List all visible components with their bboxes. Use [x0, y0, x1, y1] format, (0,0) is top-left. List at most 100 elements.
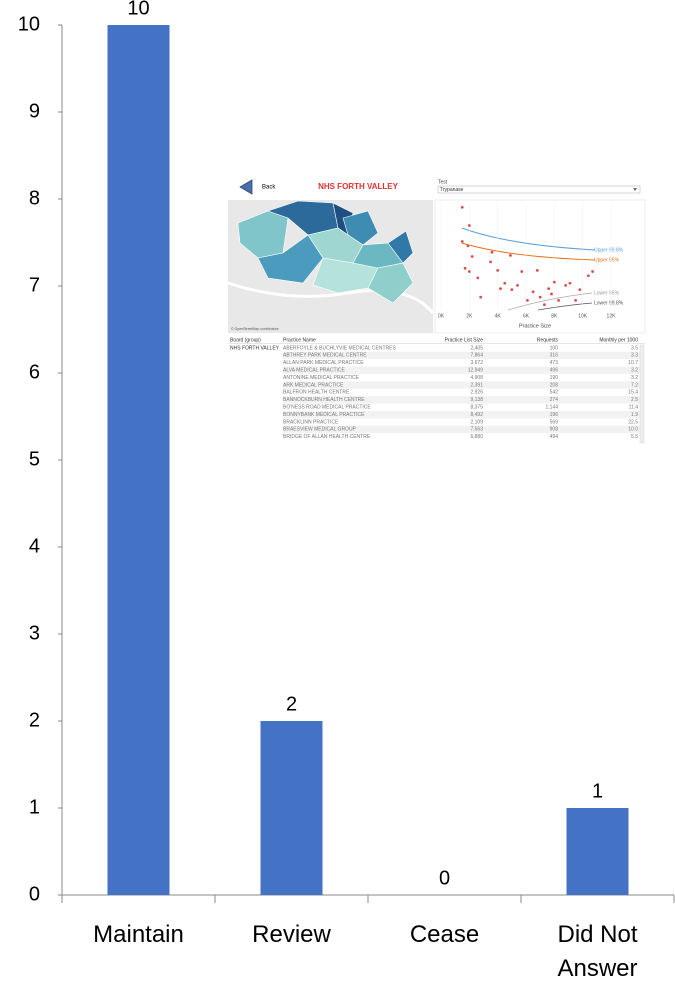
scatter-point	[557, 299, 560, 302]
scatter-point	[503, 282, 506, 285]
value-label: 2	[286, 693, 297, 715]
x-tick-label: Review	[222, 918, 362, 952]
table-cell: 7,864	[470, 353, 483, 359]
table-cell: BANNOCKBURN HEALTH CENTRE	[283, 397, 365, 403]
table-cell: ALLAN PARK MEDICAL PRACTICE	[283, 360, 364, 366]
table-cell: 473	[550, 360, 559, 366]
table-cell: 12,949	[468, 368, 484, 374]
scatter-point	[467, 244, 470, 247]
table-cell: 908	[550, 427, 559, 433]
table-cell: ALVA MEDICAL PRACTICE	[283, 368, 346, 374]
scatter-point	[510, 288, 513, 291]
scatter-point	[461, 206, 464, 209]
table-cell: 494	[550, 434, 559, 440]
y-tick-label: 0	[29, 883, 40, 905]
table-cell: 8,492	[470, 412, 483, 418]
table-cell: 3.2	[631, 368, 638, 374]
bar	[567, 808, 629, 895]
page: 01234567891010201 Back NHS FORTH VALLEY …	[0, 0, 675, 990]
scatter-point	[574, 299, 577, 302]
table-cell: 316	[550, 353, 559, 359]
scatter-point	[550, 293, 553, 296]
y-tick-label: 5	[29, 448, 40, 470]
table-cell: 3.2	[631, 375, 638, 381]
scatter-point	[468, 270, 471, 273]
value-label: 10	[127, 0, 149, 19]
scatter-point	[532, 290, 535, 293]
scatter-point	[499, 287, 502, 290]
band-label: Upper 99.8%	[594, 247, 624, 253]
table-header: Requests	[537, 337, 559, 343]
table-header: Board (group)	[230, 337, 261, 343]
table-cell: 8,375	[470, 405, 483, 411]
table-cell: BO'NESS ROAD MEDICAL PRACTICE	[283, 405, 371, 411]
filter-value[interactable]: Trypanase	[440, 187, 464, 193]
y-tick-label: 3	[29, 622, 40, 644]
table-cell: ABTHREY PARK MEDICAL CENTRE	[283, 353, 367, 359]
y-tick-label: 2	[29, 709, 40, 731]
table-header: Practice List Size	[445, 337, 484, 343]
table-cell: 10.0	[628, 427, 638, 433]
table-cell: 542	[550, 390, 559, 396]
scatter-point	[464, 267, 467, 270]
scatter-x-tick-label: 0K	[438, 313, 445, 319]
scatter-point	[587, 274, 590, 277]
scatter-point	[489, 260, 492, 263]
table-cell: 196	[550, 412, 559, 418]
table-cell: BRACKLINN PRACTICE	[283, 419, 339, 425]
map-credit: © OpenStreetMap contributors	[231, 327, 279, 331]
table-cell: ABERFOYLE & BUCHLYVIE MEDICAL CENTRES	[283, 345, 396, 351]
value-label: 1	[592, 780, 603, 802]
table-cell: 10.7	[628, 360, 638, 366]
scatter-point	[553, 281, 556, 284]
table-cell: 190	[550, 375, 559, 381]
x-tick-label: Cease	[375, 918, 515, 952]
table-cell: 208	[550, 382, 559, 388]
table-cell: ARK MEDICAL PRACTICE	[283, 382, 344, 388]
scatter-point	[496, 269, 499, 272]
scatter-point	[539, 296, 542, 299]
scatter-point	[543, 303, 546, 306]
table-cell: 100	[550, 345, 559, 351]
table-cell: 569	[550, 419, 559, 425]
table-cell: 496	[550, 368, 559, 374]
table-cell: 9,138	[470, 397, 483, 403]
scatter-point	[547, 287, 550, 290]
y-tick-label: 6	[29, 361, 40, 383]
bar	[108, 25, 170, 895]
filter-label: Test	[438, 179, 448, 185]
table-cell: 7.2	[631, 382, 638, 388]
scatter-point	[564, 284, 567, 287]
table-cell: 2,405	[470, 345, 483, 351]
chart: 01234567891010201 Back NHS FORTH VALLEY …	[0, 0, 675, 990]
y-tick-label: 8	[29, 187, 40, 209]
table-cell: 6,880	[470, 434, 483, 440]
scatter-x-tick-label: 2K	[466, 313, 473, 319]
table-board: NHS FORTH VALLEY	[230, 345, 280, 351]
scatter-point	[591, 270, 594, 273]
scatter-point	[468, 224, 471, 227]
scatter-point	[479, 296, 482, 299]
scatter-point	[520, 270, 523, 273]
table-cell: 1.9	[631, 412, 638, 418]
scatter-point	[569, 282, 572, 285]
y-tick-label: 10	[18, 13, 40, 35]
scatter-point	[578, 288, 581, 291]
value-label: 0	[439, 867, 450, 889]
inset-title: NHS FORTH VALLEY	[318, 182, 399, 191]
table-cell: 15.4	[628, 390, 638, 396]
scatter-x-tick-label: 8K	[551, 313, 558, 319]
table-cell: 7,563	[470, 427, 483, 433]
table-cell: 2,109	[470, 419, 483, 425]
table-cell: 11.4	[629, 405, 639, 411]
scatter-x-tick-label: 10K	[578, 313, 588, 319]
scatter-x-label: Practice Size	[519, 323, 551, 329]
table-header: Practice Name	[283, 337, 316, 343]
scatter-point	[516, 284, 519, 287]
map: © OpenStreetMap contributors	[228, 200, 433, 333]
filter-dropdown[interactable]	[438, 186, 640, 193]
back-label[interactable]: Back	[262, 185, 276, 191]
scatter-x-tick-label: 4K	[495, 313, 502, 319]
y-tick-label: 7	[29, 274, 40, 296]
scatter-point	[461, 240, 464, 243]
